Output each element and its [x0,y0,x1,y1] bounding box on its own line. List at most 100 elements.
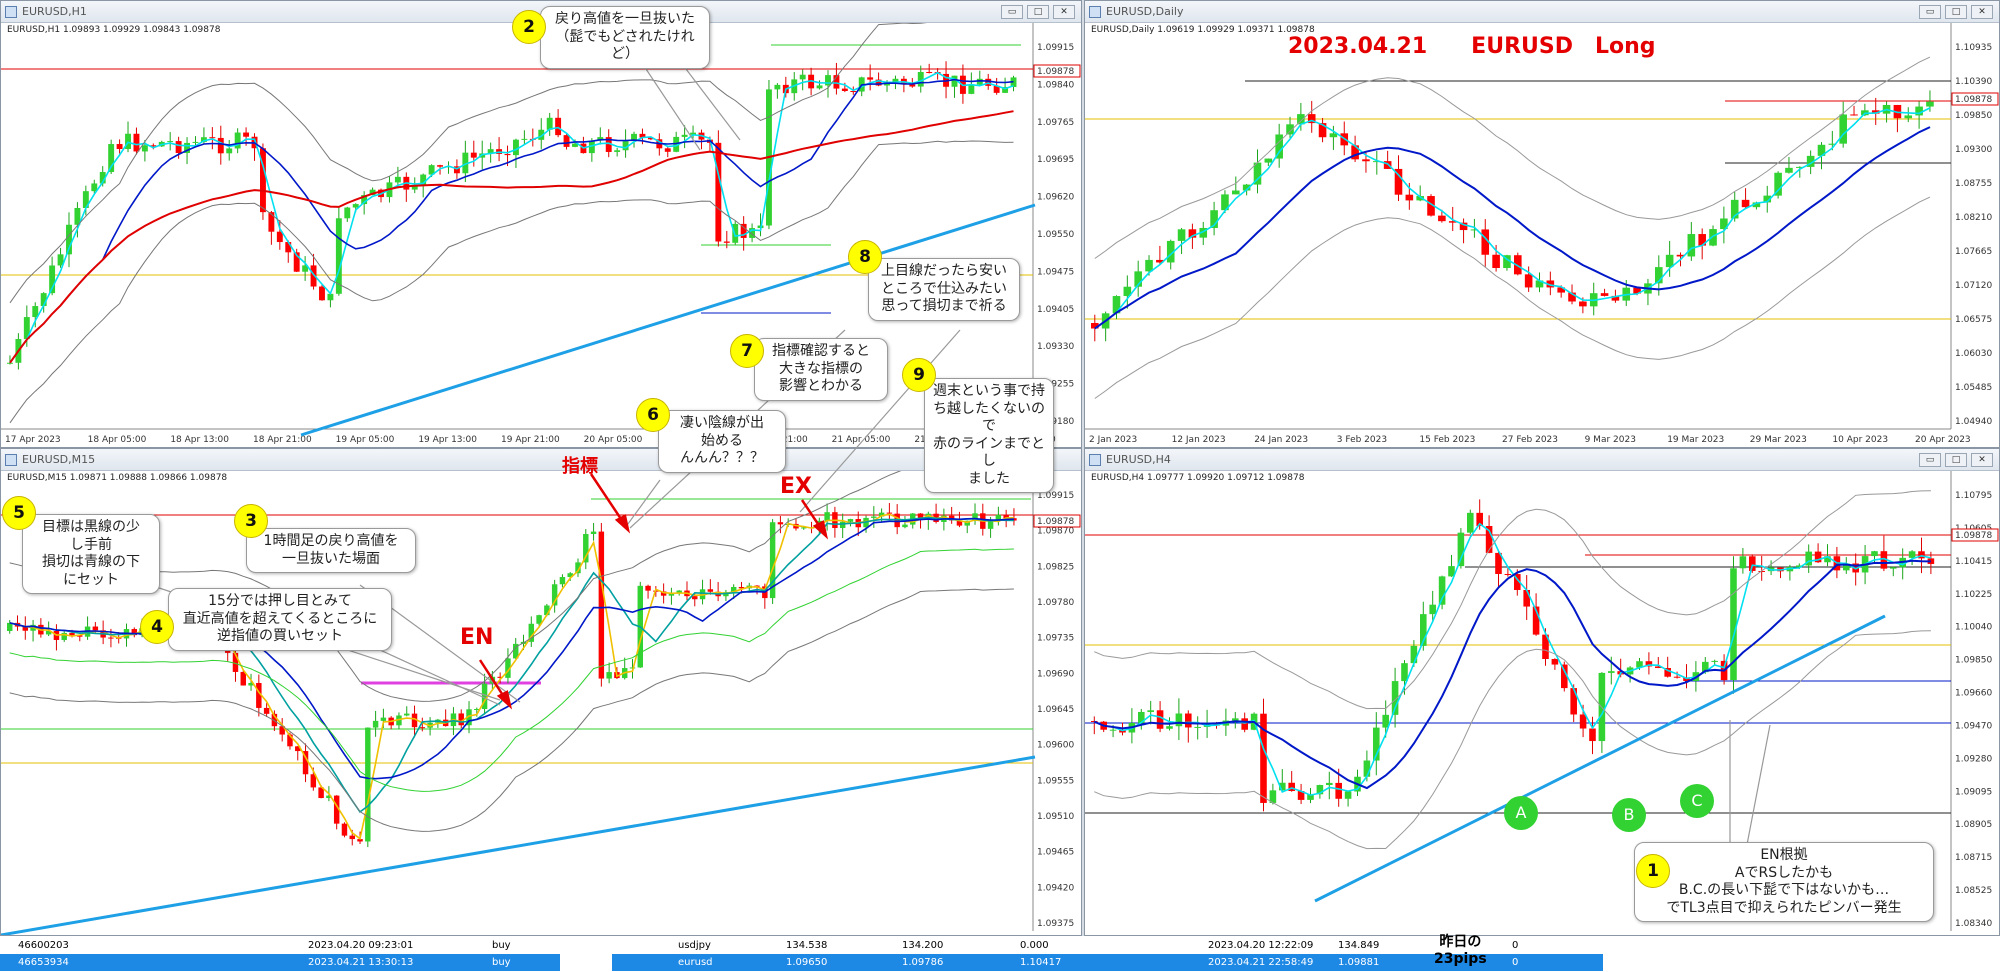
moving-average-line [1094,126,1931,330]
candle-body [150,145,157,147]
chart-window-icon [1089,453,1101,466]
candle-body [723,241,730,243]
candle-body [1188,229,1197,238]
callout-6: 凄い陰線が出 始める んんん？？？ [658,410,786,473]
price-tick-label: 1.09840 [1037,80,1074,90]
price-tick-label: 1.09660 [1955,689,1992,699]
candle-body [1918,551,1925,559]
candle-body [7,362,13,364]
candle-body [1843,563,1850,571]
window-titlebar[interactable]: EURUSD,H4 ▭ □ ✕ [1085,449,1999,471]
candle-body [57,254,64,266]
candle-body [1817,144,1826,156]
chart-window-h1[interactable]: EURUSD,H1 ▭ □ ✕ EURUSD,H1 1.09893 1.0992… [0,0,1082,448]
candle-body [1003,514,1009,519]
close-icon[interactable]: ✕ [1053,4,1075,19]
price-chart[interactable]: 1.09915 1.09840 1.09765 1.09695 1.09620 1.095… [1,23,1081,447]
candle-body [1416,196,1424,201]
candle-body [1600,293,1609,296]
candle-body [474,708,480,710]
candle-body [1297,791,1305,800]
candle-body [32,306,39,318]
candle-body [825,75,831,86]
close-icon[interactable]: ✕ [1971,4,1993,19]
candle-body [1796,565,1803,567]
candle-body [226,148,233,154]
minimize-icon[interactable]: ▭ [1919,4,1941,19]
candle-body [1344,791,1352,799]
close-icon[interactable]: ✕ [1971,452,1993,467]
candle-body [260,148,266,213]
candle-body [1297,114,1305,125]
candle-body [66,224,72,255]
candle-body [411,185,418,190]
candle-body [1138,711,1145,723]
price-tick-label: 1.09645 [1037,705,1074,715]
moving-average-line [9,78,1014,364]
maximize-icon[interactable]: □ [1945,4,1967,19]
candle-body [551,584,558,606]
candle-body [559,577,566,585]
candle-body [466,709,472,726]
candle-body [487,149,494,154]
indicator-label: 指標 [562,456,598,477]
candle-body [1524,274,1533,288]
candle-body [847,519,854,522]
candle-body [824,512,830,521]
price-chart[interactable]: 1.10935 1.10390 1.09850 1.09300 1.08755 1.082… [1085,23,1999,447]
candle-body [327,293,334,301]
chart-window-daily[interactable]: EURUSD,Daily ▭ □ ✕ EURUSD,Daily 1.09619 … [1084,0,2000,448]
candle-body [1655,267,1663,284]
candle-body [268,212,275,232]
chart-window-m15[interactable]: EURUSD,M15 EURUSD,M15 1.09871 1.09888 1.… [0,448,1082,936]
candle-body [1730,199,1739,219]
candle-body [1702,661,1709,673]
time-tick-label: 18 Apr 05:00 [88,435,147,445]
current-price-label: 1.09878 [1037,517,1074,527]
price-tick-label: 1.10390 [1955,77,1992,87]
price-tick-label: 1.09475 [1037,267,1074,277]
candle-body [513,139,519,156]
candle-body [192,141,199,143]
candle-body [1871,110,1880,114]
candle-body [1589,728,1596,742]
candle-body [341,823,348,836]
candle-body [310,774,317,788]
step-badge-3: 3 [234,504,268,538]
price-tick-label: 1.10415 [1955,557,1992,567]
candle-body [1904,115,1913,119]
candle-body [951,75,958,87]
candle-body [1279,782,1286,791]
window-titlebar[interactable]: EURUSD,M15 [1,449,1081,471]
candle-body [184,142,191,154]
time-tick-label: 18 Apr 21:00 [253,435,312,445]
window-titlebar[interactable]: EURUSD,Daily ▭ □ ✕ [1085,1,1999,23]
candle-body [396,715,402,726]
candle-body [1741,199,1750,208]
candle-body [293,252,300,272]
candle-body [575,562,581,574]
candle-body [357,839,363,842]
candle-body [1145,259,1153,272]
price-tick-label: 1.09695 [1037,155,1074,165]
maximize-icon[interactable]: □ [1027,4,1049,19]
price-tick-label: 1.09550 [1037,230,1074,240]
maximize-icon[interactable]: □ [1945,452,1967,467]
step-badge-2: 2 [512,10,546,44]
candle-body [1459,222,1468,231]
candle-body [243,132,250,137]
candle-body [437,165,444,167]
price-chart[interactable]: 1.107951.106051.104151.102251.100401.098… [1085,471,1999,935]
minimize-icon[interactable]: ▭ [1919,452,1941,467]
table-row-selected[interactable]: 46653934 2023.04.21 13:30:13 buy eurusd … [0,954,1603,971]
table-row[interactable]: 46600203 2023.04.20 09:23:01 buy usdjpy … [0,937,1603,954]
candle-body [1711,660,1718,662]
price-tick-label: 1.09300 [1955,145,1992,155]
open-price-cell: 1.09650 [786,957,828,968]
minimize-icon[interactable]: ▭ [1001,4,1023,19]
price-tick-label: 1.09870 [1037,527,1074,537]
candle-body [1269,790,1277,803]
time-tick-label: 9 Mar 2023 [1585,435,1636,445]
candle-body [1774,172,1782,196]
price-chart[interactable]: 1.09915 1.09870 1.09825 1.09780 1.09735 1.096… [1,471,1081,935]
